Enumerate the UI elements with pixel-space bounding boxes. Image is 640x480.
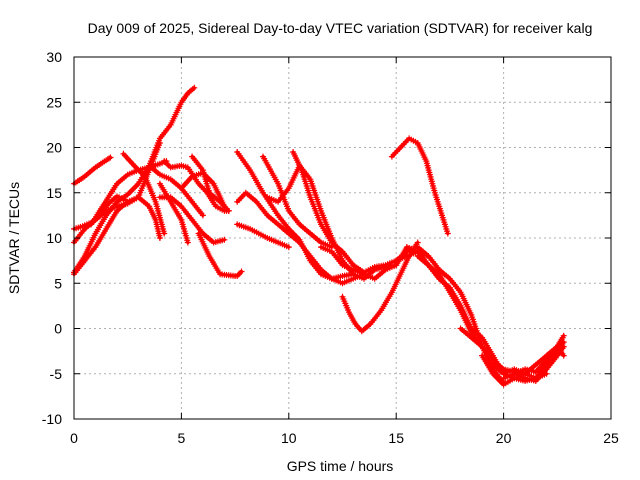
series-track-15 <box>234 268 245 279</box>
series-track-13 <box>156 180 191 246</box>
grid <box>74 57 611 419</box>
y-tick-label: 10 <box>46 230 62 246</box>
series-track-31 <box>489 343 567 377</box>
x-axis-label: GPS time / hours <box>287 458 394 474</box>
series-track-32 <box>500 343 567 384</box>
y-tick-label: 30 <box>46 49 62 65</box>
series-track-12 <box>189 153 232 214</box>
x-tick-label: 20 <box>496 430 512 446</box>
series-markers <box>156 180 191 246</box>
series-track-19 <box>260 153 335 251</box>
series-markers <box>88 158 170 228</box>
chart-title: Day 009 of 2025, Sidereal Day-to-day VTE… <box>88 20 593 36</box>
x-tick-label: 25 <box>603 430 619 446</box>
data-tracks <box>71 84 567 388</box>
series-track-18 <box>234 149 357 282</box>
series-markers <box>189 153 232 214</box>
series-track-14 <box>195 230 239 279</box>
axis-ticks: 0 5 10 15 20 25 -10 -5 0 5 10 15 20 25 30 <box>42 49 619 446</box>
series-markers <box>260 153 335 251</box>
x-tick-label: 0 <box>70 430 78 446</box>
series-track-27 <box>414 253 550 382</box>
series-track-24 <box>388 135 451 237</box>
series-markers <box>71 154 114 187</box>
y-tick-label: 0 <box>54 321 62 337</box>
series-line <box>265 164 398 281</box>
series-markers <box>393 244 507 386</box>
series-markers <box>120 150 168 237</box>
series-markers <box>234 268 245 279</box>
series-markers <box>403 244 529 382</box>
series-track-4 <box>71 84 198 276</box>
y-tick-label: 25 <box>46 94 62 110</box>
series-track-16 <box>234 221 292 251</box>
y-tick-label: -5 <box>50 366 63 382</box>
series-markers <box>500 343 567 384</box>
y-axis-label: SDTVAR / TECUs <box>6 182 22 294</box>
series-markers <box>234 221 292 251</box>
y-tick-label: 20 <box>46 140 62 156</box>
y-tick-label: -10 <box>42 411 62 427</box>
series-track-1 <box>71 154 114 187</box>
x-tick-label: 5 <box>178 430 186 446</box>
series-line <box>235 269 244 278</box>
series-markers <box>234 149 357 282</box>
series-markers <box>195 230 239 279</box>
series-track-26 <box>403 244 529 382</box>
series-line <box>405 245 527 380</box>
series-markers <box>71 84 198 276</box>
series-track-25 <box>393 244 507 386</box>
series-markers <box>388 135 451 237</box>
series-track-6 <box>120 150 168 237</box>
series-track-7 <box>88 158 170 228</box>
series-track-23 <box>339 239 421 335</box>
x-tick-label: 10 <box>281 430 297 446</box>
series-markers <box>489 343 567 377</box>
series-markers <box>339 239 421 335</box>
y-tick-label: 15 <box>46 185 62 201</box>
x-tick-label: 15 <box>388 430 404 446</box>
y-tick-label: 5 <box>54 275 62 291</box>
series-markers <box>414 253 550 382</box>
